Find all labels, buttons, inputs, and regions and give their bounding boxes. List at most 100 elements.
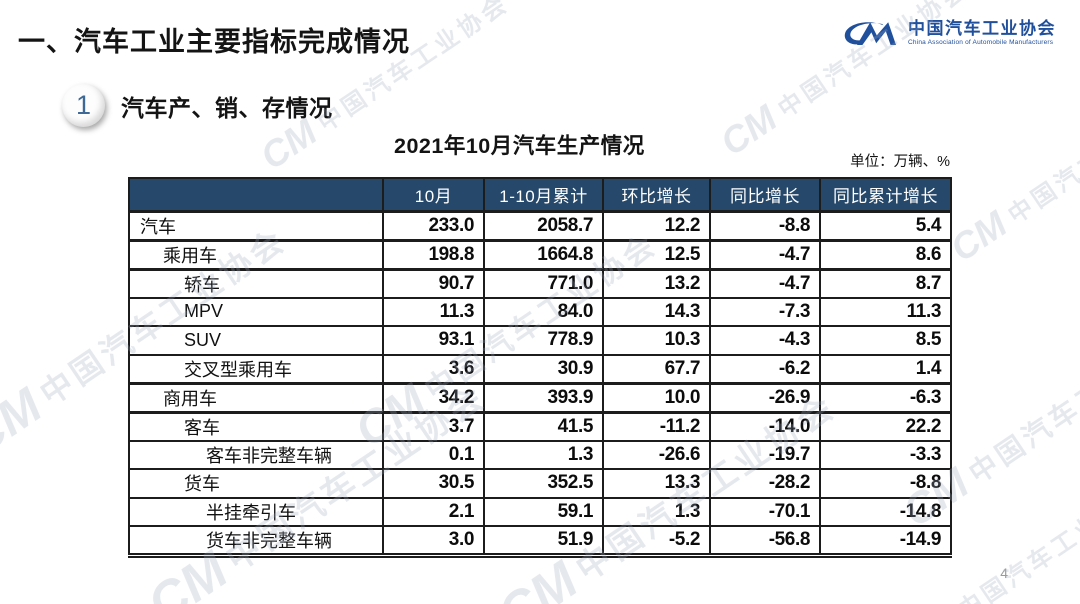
cell-value: 12.5	[602, 238, 711, 271]
table-row: 乘用车 198.8 1664.8 12.5 -4.7 8.6	[128, 238, 952, 271]
cell-value: -19.7	[709, 439, 821, 470]
cell-value: -3.3	[819, 439, 952, 470]
row-label: 客车非完整车辆	[128, 439, 384, 470]
cell-value: 84.0	[483, 296, 604, 327]
cell-value: -70.1	[709, 496, 821, 527]
cell-value: 233.0	[382, 209, 485, 242]
row-label: 轿车	[128, 268, 384, 299]
cell-value: 59.1	[483, 496, 604, 527]
row-label: SUV	[128, 325, 384, 356]
cell-value: -56.8	[709, 525, 821, 558]
table-header-row: 10月 1-10月累计 环比增长 同比增长 同比累计增长	[128, 177, 952, 212]
cell-value: -4.7	[709, 238, 821, 271]
table-body: 汽车 233.0 2058.7 12.2 -8.8 5.4 乘用车 198.8 1664.8 12…	[128, 209, 952, 558]
cell-value: -11.2	[602, 411, 711, 442]
cell-value: -14.9	[819, 525, 952, 558]
cell-value: -4.7	[709, 268, 821, 299]
column-header-mom-growth: 环比增长	[602, 177, 711, 212]
cell-value: -4.3	[709, 325, 821, 356]
caam-logo-watermark-icon: CM	[942, 202, 1015, 270]
table-row: 交叉型乘用车 3.6 30.9 67.7 -6.2 1.4	[128, 353, 952, 384]
cell-value: -5.2	[602, 525, 711, 558]
cell-value: -14.8	[819, 496, 952, 527]
column-header-october: 10月	[382, 177, 485, 212]
table-row: 半挂牵引车 2.1 59.1 1.3 -70.1 -14.8	[128, 496, 952, 527]
cell-value: 13.3	[602, 468, 711, 499]
cell-value: 67.7	[602, 353, 711, 384]
cell-value: 3.7	[382, 411, 485, 442]
watermark-text: 中国汽车工业协会	[963, 320, 1080, 490]
cell-value: 93.1	[382, 325, 485, 356]
row-label: 货车非完整车辆	[128, 525, 384, 558]
cell-value: 10.3	[602, 325, 711, 356]
cell-value: 12.2	[602, 209, 711, 242]
watermark-text: 中国汽车工业协会	[953, 476, 1080, 604]
table-title: 2021年10月汽车生产情况	[394, 134, 645, 158]
page-title: 一、汽车工业主要指标完成情况	[18, 27, 410, 57]
column-header-cumulative-yoy-growth: 同比累计增长	[819, 177, 952, 212]
cell-value: 2.1	[382, 496, 485, 527]
cell-value: 90.7	[382, 268, 485, 299]
column-header-label	[128, 177, 384, 212]
cell-value: 8.5	[819, 325, 952, 356]
unit-label: 单位：万辆、%	[850, 154, 950, 170]
table-row: 汽车 233.0 2058.7 12.2 -8.8 5.4	[128, 209, 952, 242]
row-label: 货车	[128, 468, 384, 499]
row-label: 汽车	[128, 209, 384, 242]
caam-logo-watermark-icon: CM	[893, 597, 965, 604]
cell-value: 30.5	[382, 468, 485, 499]
cell-value: 1.3	[483, 439, 604, 470]
cell-value: 352.5	[483, 468, 604, 499]
caam-logo: 中国汽车工业协会 China Association of Automobile…	[839, 16, 1056, 50]
cell-value: 22.2	[819, 411, 952, 442]
cell-value: 11.3	[819, 296, 952, 327]
row-label: 客车	[128, 411, 384, 442]
section-heading: 1 汽车产、销、存情况	[62, 84, 333, 127]
cell-value: -14.0	[709, 411, 821, 442]
cell-value: 5.4	[819, 209, 952, 242]
cell-value: 10.0	[602, 381, 711, 414]
page-number: 4	[1000, 565, 1008, 581]
cell-value: 3.6	[382, 353, 485, 384]
row-label: 交叉型乘用车	[128, 353, 384, 384]
column-header-yoy-growth: 同比增长	[709, 177, 821, 212]
cell-value: 14.3	[602, 296, 711, 327]
cell-value: -8.8	[819, 468, 952, 499]
section-number: 1	[75, 90, 92, 120]
cell-value: 41.5	[483, 411, 604, 442]
cell-value: 393.9	[483, 381, 604, 414]
cell-value: -6.2	[709, 353, 821, 384]
cell-value: 34.2	[382, 381, 485, 414]
cell-value: 2058.7	[483, 209, 604, 242]
cell-value: 771.0	[483, 268, 604, 299]
table-row: 货车 30.5 352.5 13.3 -28.2 -8.8	[128, 468, 952, 499]
section-number-badge: 1	[62, 84, 105, 127]
table-row: SUV 93.1 778.9 10.3 -4.3 8.5	[128, 325, 952, 356]
production-table: 10月 1-10月累计 环比增长 同比增长 同比累计增长 汽车 233.0 2058…	[128, 177, 952, 558]
table-row: 客车 3.7 41.5 -11.2 -14.0 22.2	[128, 411, 952, 442]
row-label: 乘用车	[128, 238, 384, 271]
table-row: 客车非完整车辆 0.1 1.3 -26.6 -19.7 -3.3	[128, 439, 952, 470]
cell-value: 3.0	[382, 525, 485, 558]
cell-value: 8.6	[819, 238, 952, 271]
cell-value: -28.2	[709, 468, 821, 499]
cell-value: 1.3	[602, 496, 711, 527]
section-title: 汽车产、销、存情况	[121, 94, 333, 121]
cell-value: 13.2	[602, 268, 711, 299]
cell-value: 778.9	[483, 325, 604, 356]
cell-value: 30.9	[483, 353, 604, 384]
caam-logo-text: 中国汽车工业协会 China Association of Automobile…	[908, 19, 1056, 46]
cell-value: 51.9	[483, 525, 604, 558]
cell-value: 1664.8	[483, 238, 604, 271]
cell-value: 0.1	[382, 439, 485, 470]
cell-value: -7.3	[709, 296, 821, 327]
table-row: 轿车 90.7 771.0 13.2 -4.7 8.7	[128, 268, 952, 299]
cell-value: 8.7	[819, 268, 952, 299]
cell-value: 198.8	[382, 238, 485, 271]
table-row: MPV 11.3 84.0 14.3 -7.3 11.3	[128, 296, 952, 327]
cell-value: -6.3	[819, 381, 952, 414]
watermark-text: 中国汽车工业协会	[1003, 81, 1080, 230]
row-label: 商用车	[128, 381, 384, 414]
